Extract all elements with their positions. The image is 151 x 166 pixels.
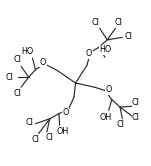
Text: OH: OH bbox=[100, 113, 112, 122]
Text: Cl: Cl bbox=[117, 120, 125, 129]
Text: Cl: Cl bbox=[46, 133, 54, 142]
Text: Cl: Cl bbox=[132, 98, 140, 107]
Text: Cl: Cl bbox=[6, 73, 14, 82]
Text: O: O bbox=[40, 58, 46, 67]
Text: O: O bbox=[106, 85, 112, 94]
Text: HO: HO bbox=[100, 45, 112, 54]
Text: O: O bbox=[63, 108, 69, 117]
Text: Cl: Cl bbox=[92, 18, 100, 27]
Text: Cl: Cl bbox=[26, 118, 33, 126]
Text: OH: OH bbox=[56, 127, 69, 136]
Text: Cl: Cl bbox=[124, 32, 132, 41]
Text: Cl: Cl bbox=[115, 18, 122, 27]
Text: Cl: Cl bbox=[132, 113, 140, 122]
Text: HO: HO bbox=[21, 47, 33, 56]
Text: Cl: Cl bbox=[13, 89, 21, 98]
Text: Cl: Cl bbox=[32, 135, 39, 144]
Text: Cl: Cl bbox=[13, 55, 21, 64]
Text: O: O bbox=[86, 49, 92, 58]
